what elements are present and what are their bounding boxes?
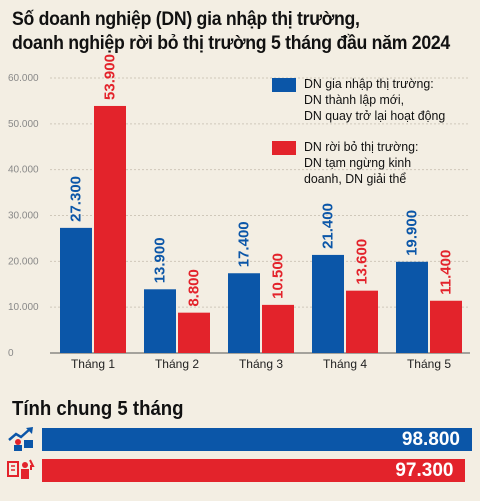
legend-entering-line-1: DN gia nhập thị trường: bbox=[304, 76, 434, 91]
bar bbox=[178, 312, 210, 353]
data-label: 21.400 bbox=[320, 203, 337, 249]
data-label: 13.600 bbox=[354, 239, 371, 285]
title-line-1: Số doanh nghiệp (DN) gia nhập thị trường… bbox=[12, 9, 360, 30]
y-tick-label: 30.000 bbox=[8, 211, 39, 222]
data-label: 10.500 bbox=[270, 253, 287, 299]
x-tick-label: Tháng 1 bbox=[71, 357, 115, 371]
data-label: 13.900 bbox=[152, 237, 169, 283]
total-entering-bar: 98.800 bbox=[42, 428, 472, 451]
data-label: 11.400 bbox=[438, 250, 455, 295]
legend-entering: DN gia nhập thị trường: DN thành lập mới… bbox=[272, 76, 453, 124]
x-tick-label: Tháng 5 bbox=[407, 357, 451, 371]
legend-exiting-line-2: DN tạm ngừng kinh bbox=[304, 155, 412, 170]
legend-entering-line-3: DN quay trở lại hoạt động bbox=[304, 108, 446, 123]
legend-exiting-line-1: DN rời bỏ thị trường: bbox=[304, 139, 419, 154]
data-label: 27.300 bbox=[68, 176, 85, 222]
x-tick-label: Tháng 2 bbox=[155, 357, 199, 371]
bar-chart: 0 10.000 20.000 30.000 40.000 50.000 60.000 27.… bbox=[8, 54, 470, 371]
title-line-2: doanh nghiệp rời bỏ thị trường 5 tháng đ… bbox=[12, 33, 450, 54]
bar bbox=[262, 304, 294, 353]
chart-title: Số doanh nghiệp (DN) gia nhập thị trường… bbox=[12, 8, 450, 56]
data-label: 19.900 bbox=[404, 210, 421, 256]
y-tick-label: 20.000 bbox=[8, 256, 39, 267]
business-decline-icon bbox=[7, 459, 35, 479]
bar bbox=[396, 261, 428, 353]
bar bbox=[312, 254, 344, 353]
y-tick-label: 10.000 bbox=[8, 302, 39, 313]
total-exiting-bar: 97.300 bbox=[42, 459, 466, 482]
legend-exiting: DN rời bỏ thị trường: DN tạm ngừng kinh … bbox=[272, 139, 424, 187]
bar bbox=[94, 105, 126, 353]
y-tick-label: 0 bbox=[8, 348, 14, 359]
legend-swatch-blue bbox=[272, 78, 296, 92]
y-tick-label: 50.000 bbox=[8, 119, 39, 130]
business-growth-icon bbox=[8, 427, 33, 451]
total-exiting-value: 97.300 bbox=[395, 459, 454, 481]
bar bbox=[228, 273, 260, 353]
y-tick-label: 40.000 bbox=[8, 165, 39, 176]
x-tick-label: Tháng 4 bbox=[323, 357, 367, 371]
totals-title: Tính chung 5 tháng bbox=[12, 398, 184, 420]
bar bbox=[144, 289, 176, 353]
data-label: 17.400 bbox=[236, 221, 253, 267]
legend-swatch-red bbox=[272, 141, 296, 155]
legend-entering-line-2: DN thành lập mới, bbox=[304, 92, 405, 107]
bar bbox=[346, 290, 378, 353]
bar bbox=[430, 300, 462, 353]
x-tick-label: Tháng 3 bbox=[239, 357, 283, 371]
total-entering-value: 98.800 bbox=[401, 428, 460, 450]
legend-exiting-line-3: doanh, DN giải thể bbox=[304, 171, 407, 186]
y-tick-label: 60.000 bbox=[8, 73, 39, 84]
data-label: 53.900 bbox=[102, 54, 119, 100]
data-label: 8.800 bbox=[186, 269, 203, 307]
bar bbox=[60, 227, 92, 353]
